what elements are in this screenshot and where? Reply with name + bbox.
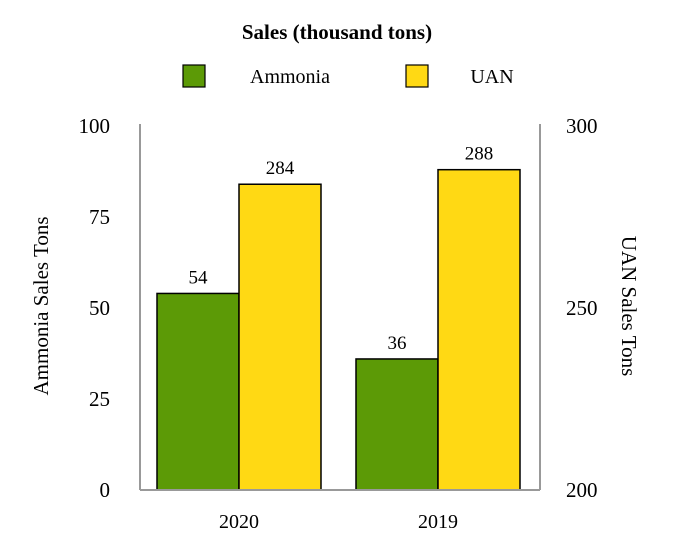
data-labels: 54 284 36 288 [189, 144, 494, 354]
left-tick-label: 100 [79, 114, 111, 138]
left-tick-label: 0 [100, 478, 111, 502]
right-axis-ticks: 200 250 300 [566, 114, 598, 502]
category-label-2019: 2019 [418, 511, 458, 533]
data-label-uan-2020: 284 [266, 158, 295, 179]
legend: Ammonia UAN [182, 64, 514, 88]
category-label-2020: 2020 [219, 511, 259, 533]
legend-label-ammonia: Ammonia [250, 66, 330, 88]
legend-swatch-ammonia [182, 64, 206, 88]
category-labels: 2020 2019 [219, 511, 458, 533]
bars [156, 168, 521, 491]
bar-ammonia-2019 [355, 358, 439, 491]
legend-swatch-uan [405, 64, 429, 88]
chart-title: Sales (thousand tons) [242, 20, 432, 44]
right-tick-label: 300 [566, 114, 598, 138]
left-axis-ticks: 0 25 50 75 100 [79, 114, 111, 502]
left-tick-label: 75 [89, 205, 110, 229]
bar-uan-2019 [437, 168, 521, 491]
y-axis-label-left: Ammonia Sales Tons [29, 217, 53, 396]
right-tick-label: 250 [566, 296, 598, 320]
left-tick-label: 25 [89, 387, 110, 411]
right-tick-label: 200 [566, 478, 598, 502]
data-label-uan-2019: 288 [465, 144, 494, 165]
data-label-ammonia-2020: 54 [189, 267, 209, 288]
bar-ammonia-2020 [156, 292, 240, 491]
legend-label-uan: UAN [470, 66, 513, 88]
y-axis-label-right: UAN Sales Tons [617, 236, 641, 376]
bar-uan-2020 [238, 183, 322, 491]
data-label-ammonia-2019: 36 [388, 333, 407, 354]
left-tick-label: 50 [89, 296, 110, 320]
